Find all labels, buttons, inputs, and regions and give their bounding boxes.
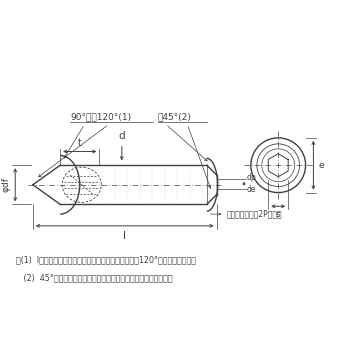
Text: e: e — [318, 161, 324, 170]
Text: 注(1)  lが下の表に示す階段状の点線より短いものは、120°の面取りとする。: 注(1) lが下の表に示す階段状の点線より短いものは、120°の面取りとする。 — [16, 256, 196, 265]
Text: φdf: φdf — [1, 177, 10, 192]
Text: l: l — [123, 231, 126, 241]
Text: d: d — [119, 131, 125, 141]
Text: (2)  45°の角度は、おねじの谷の径より下の傾斜部に適用する。: (2) 45°の角度は、おねじの谷の径より下の傾斜部に適用する。 — [16, 273, 173, 282]
Text: s: s — [276, 210, 281, 219]
Text: 不完全ねじ部（2P以下）: 不完全ねじ部（2P以下） — [226, 210, 282, 219]
Text: t: t — [78, 138, 82, 148]
Text: de: de — [247, 185, 257, 194]
Text: dp: dp — [247, 174, 257, 182]
Text: 90°又は120°(1): 90°又は120°(1) — [70, 112, 131, 121]
Text: 絀45°(2): 絀45°(2) — [158, 112, 192, 121]
